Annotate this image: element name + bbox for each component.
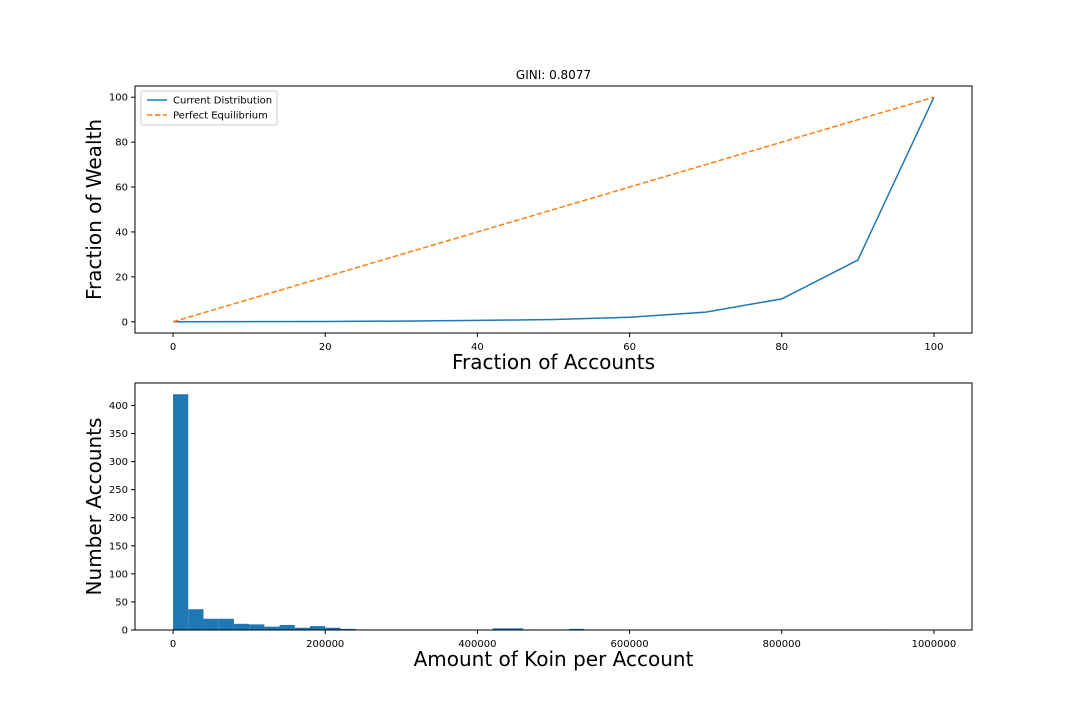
- lorenz-x-ticks: 0 20 40 60 80 100: [170, 333, 944, 353]
- histogram-bar: [233, 623, 250, 630]
- x-tick-label: 100: [924, 342, 943, 353]
- histogram-bar: [279, 624, 295, 630]
- x-tick-label: 200000: [306, 639, 344, 650]
- histogram-bars: [173, 394, 889, 630]
- y-tick-label: 60: [115, 183, 128, 194]
- lorenz-y-ticks: 0 20 40 60 80 100: [109, 93, 135, 328]
- legend-box: [140, 90, 278, 126]
- histogram-x-ticks: 0 200000 400000 600000 800000 1000000: [170, 630, 956, 650]
- x-tick-label: 1000000: [912, 639, 957, 650]
- series-line-current-distribution: [173, 96, 935, 323]
- lorenz-chart: GINI: 0.8077 0 20 40 60 80 100 0 20 40 60 80 100 F…: [82, 68, 973, 374]
- legend-label-current-distribution: Current Distribution: [173, 96, 272, 107]
- y-tick-label: 350: [109, 429, 128, 440]
- histogram-bar: [568, 628, 584, 630]
- x-tick-label: 400000: [458, 639, 496, 650]
- y-tick-label: 50: [115, 597, 128, 608]
- y-tick-label: 100: [109, 93, 128, 104]
- histogram-bar: [203, 618, 219, 630]
- x-tick-label: 20: [319, 342, 332, 353]
- y-tick-label: 150: [109, 541, 128, 552]
- histogram-y-ticks: 0 50 100 150 200 250 300 350 400: [109, 401, 135, 637]
- x-tick-label: 600000: [610, 639, 648, 650]
- histogram-axes-frame: [134, 382, 973, 631]
- histogram-bar: [264, 626, 280, 630]
- histogram-bar: [310, 626, 326, 630]
- histogram-bar: [294, 627, 311, 630]
- x-tick-label: 800000: [763, 639, 801, 650]
- histogram-bar: [492, 628, 508, 630]
- histogram-bar: [173, 394, 189, 630]
- histogram-bar: [249, 624, 265, 630]
- histogram-bar: [188, 609, 204, 630]
- y-tick-label: 200: [109, 513, 128, 524]
- y-tick-label: 100: [109, 569, 128, 580]
- histogram-x-axis-label: Amount of Koin per Account: [414, 647, 694, 671]
- y-tick-label: 80: [115, 138, 128, 149]
- y-tick-label: 40: [115, 227, 128, 238]
- histogram-bar: [325, 627, 341, 630]
- series-line-perfect-equilibrium: [172, 96, 935, 323]
- histogram-bar: [507, 628, 524, 630]
- x-tick-label: 80: [775, 342, 788, 353]
- y-tick-label: 250: [109, 485, 128, 496]
- x-tick-label: 0: [170, 342, 176, 353]
- y-tick-label: 0: [122, 317, 128, 328]
- y-tick-label: 20: [115, 272, 128, 283]
- legend-label-perfect-equilibrium: Perfect Equilibrium: [173, 111, 268, 122]
- x-tick-label: 40: [471, 342, 484, 353]
- histogram-bar: [340, 628, 356, 630]
- y-tick-label: 0: [122, 626, 128, 637]
- lorenz-legend: Current Distribution Perfect Equilibrium: [140, 90, 278, 126]
- lorenz-plot-area: [172, 96, 935, 323]
- x-tick-label: 60: [623, 342, 636, 353]
- lorenz-axes-frame: [134, 85, 973, 334]
- chart-title: GINI: 0.8077: [516, 68, 591, 82]
- histogram-y-axis-label: Number Accounts: [82, 418, 106, 596]
- lorenz-y-axis-label: Fraction of Wealth: [82, 119, 106, 300]
- x-tick-label: 0: [170, 639, 176, 650]
- histogram-chart: 0 200000 400000 600000 800000 1000000 0 50 100 1…: [82, 382, 973, 671]
- histogram-bar: [218, 618, 234, 630]
- y-tick-label: 300: [109, 457, 128, 468]
- lorenz-x-axis-label: Fraction of Accounts: [452, 350, 655, 374]
- y-tick-label: 400: [109, 401, 128, 412]
